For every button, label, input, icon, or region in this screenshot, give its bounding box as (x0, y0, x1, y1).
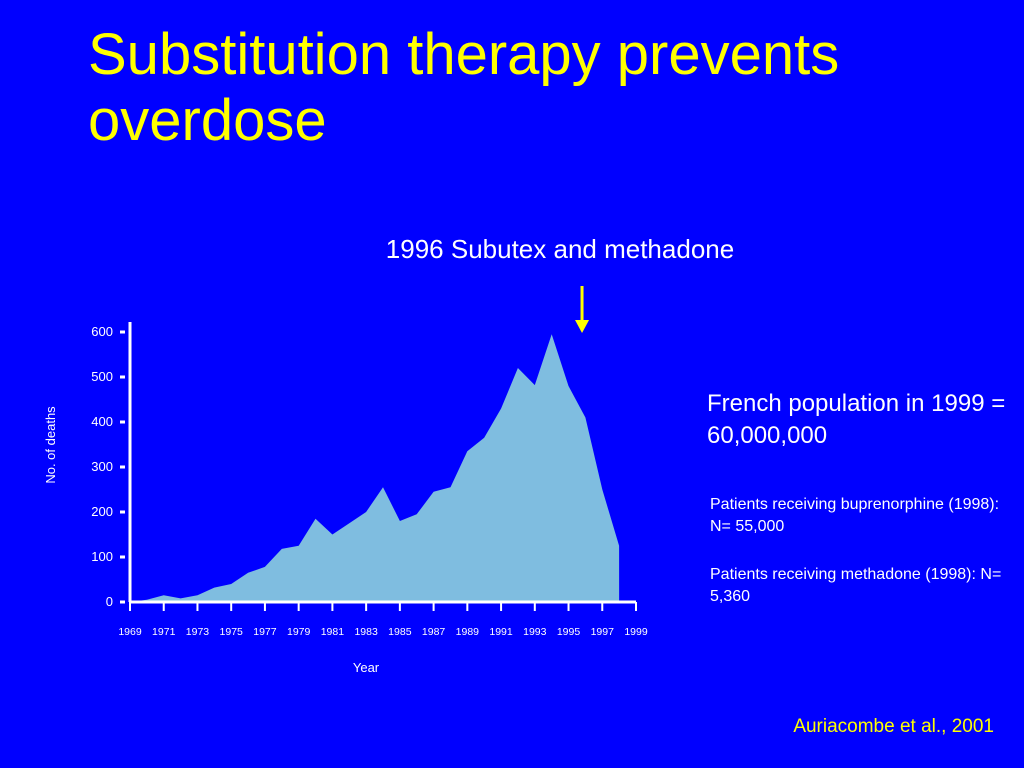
y-tick-label: 400 (91, 414, 113, 429)
x-tick-label: 1981 (321, 626, 345, 638)
deaths-area (130, 334, 620, 602)
x-tick-label: 1993 (523, 626, 547, 638)
x-axis-label: Year (353, 660, 380, 675)
x-tick-label: 1991 (489, 626, 513, 638)
x-tick-label: 1969 (118, 626, 142, 638)
x-tick-label: 1979 (287, 626, 311, 638)
y-tick-label: 500 (91, 369, 113, 384)
x-tick-label: 1985 (388, 626, 412, 638)
annotation-arrow-head (575, 320, 590, 333)
x-tick-label: 1973 (186, 626, 210, 638)
y-tick-label: 300 (91, 459, 113, 474)
x-tick-label: 1999 (624, 626, 648, 638)
methadone-note: Patients receiving methadone (1998): N= … (710, 566, 1002, 605)
slide-title: Substitution therapy prevents overdose (88, 22, 840, 153)
population-note: French population in 1999 = 60,000,000 (707, 390, 1006, 449)
y-tick-label: 600 (91, 324, 113, 339)
x-tick-label: 1989 (456, 626, 480, 638)
x-tick-label: 1983 (354, 626, 378, 638)
annotation-label: 1996 Subutex and methadone (385, 234, 735, 264)
y-axis-label: No. of deaths (43, 406, 58, 484)
y-tick-label: 0 (106, 594, 113, 609)
citation: Auriacombe et al., 2001 (793, 716, 994, 737)
x-tick-label: 1977 (253, 626, 277, 638)
y-tick-label: 200 (91, 504, 113, 519)
x-tick-label: 1971 (152, 626, 176, 638)
x-tick-label: 1987 (422, 626, 446, 638)
buprenorphine-note: Patients receiving buprenorphine (1998):… (710, 496, 1000, 535)
x-tick-label: 1975 (220, 626, 244, 638)
y-tick-label: 100 (91, 549, 113, 564)
x-tick-label: 1995 (557, 626, 581, 638)
x-tick-label: 1997 (591, 626, 615, 638)
